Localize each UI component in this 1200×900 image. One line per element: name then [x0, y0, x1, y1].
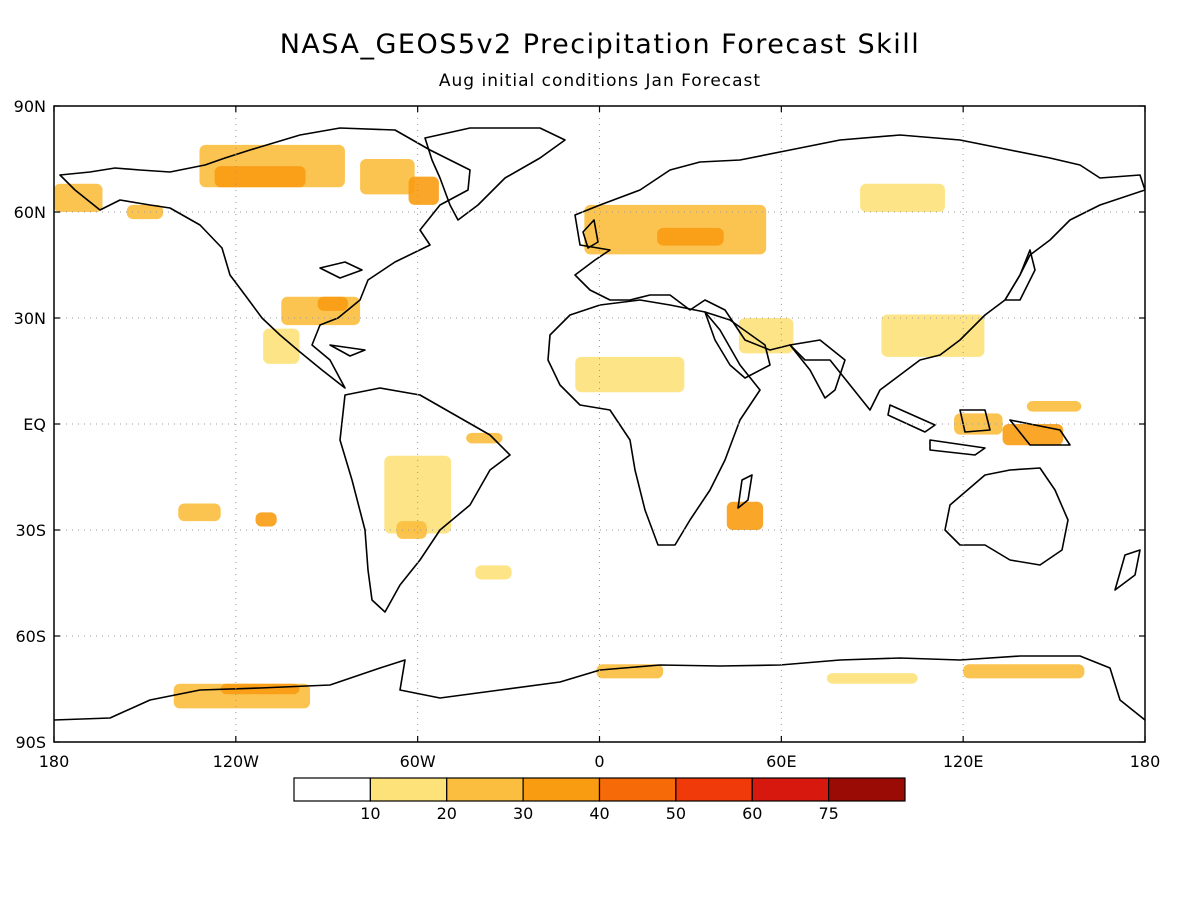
lat-tick-label: 90N	[14, 97, 46, 116]
skill-region-28	[963, 664, 1085, 679]
coastline-madagascar	[737, 474, 753, 509]
lon-tick-label: 180	[39, 752, 70, 771]
skill-region-20	[396, 521, 427, 539]
colorbar-label: 60	[742, 804, 762, 823]
colorbar-label: 75	[818, 804, 838, 823]
coastline-south-america	[339, 387, 511, 613]
coastline-new-zealand	[1114, 549, 1141, 591]
coastline-arabia	[704, 311, 771, 379]
skill-region-22	[178, 503, 221, 522]
coastline-greenland	[424, 127, 566, 221]
colorbar-bin-4	[598, 777, 677, 802]
lon-tick-label: 60E	[766, 752, 796, 771]
map-subtitle: Aug initial conditions Jan Forecast	[439, 71, 761, 91]
coastline-north-america	[59, 127, 471, 389]
skill-region-14	[881, 314, 985, 357]
lon-tick-label: 180	[1130, 752, 1161, 771]
map-title: NASA_GEOS5v2 Precipitation Forecast Skil…	[280, 29, 921, 60]
colorbar-bin-3	[522, 777, 601, 802]
lat-tick-label: 90S	[15, 733, 46, 752]
colorbar-bin-2	[446, 777, 524, 802]
colorbar-bin-5	[675, 777, 753, 802]
lon-tick-label: 60W	[400, 752, 436, 771]
coastline-africa	[547, 299, 761, 546]
skill-region-11	[860, 183, 945, 212]
skill-region-19	[384, 455, 452, 534]
colorbar-label: 40	[589, 804, 609, 823]
skill-region-2	[360, 159, 415, 195]
lon-tick-label: 0	[594, 752, 604, 771]
colorbar-bin-0	[293, 777, 371, 802]
colorbar-bin-1	[369, 777, 448, 802]
coastline-british-isles	[582, 219, 599, 249]
colorbar-label: 20	[437, 804, 457, 823]
skill-region-17	[1026, 401, 1082, 412]
skill-region-26	[596, 664, 664, 679]
colorbar-label: 50	[666, 804, 686, 823]
colorbar-label: 10	[360, 804, 380, 823]
skill-region-10	[657, 227, 724, 246]
coastline-japan	[1004, 249, 1036, 301]
lat-tick-label: 60N	[14, 203, 46, 222]
coastline-great-lakes	[319, 261, 363, 279]
graticule	[54, 106, 1145, 742]
colorbar-label: 30	[513, 804, 533, 823]
skill-region-18	[726, 501, 764, 530]
skill-region-8	[263, 328, 300, 364]
skill-region-27	[826, 673, 918, 684]
skill-shading-layer	[54, 144, 1085, 709]
coastline-indonesia	[887, 404, 1071, 456]
skill-region-29	[475, 565, 512, 580]
skill-region-21	[466, 432, 503, 444]
lat-tick-label: 30S	[15, 521, 46, 540]
skill-region-16	[1002, 424, 1064, 446]
colorbar-bin-6	[751, 777, 830, 802]
skill-region-7	[317, 296, 348, 311]
latitude-axis: 90N 60N 30N EQ 30S 60S 90S	[14, 97, 1145, 752]
skill-region-12	[575, 356, 685, 393]
longitude-axis: 180 120W 60W 0 60E 120E 180	[39, 106, 1161, 771]
coastline-eurasia	[574, 134, 1145, 411]
skill-region-1	[214, 166, 306, 188]
coastline-australia	[944, 467, 1069, 566]
skill-region-13	[738, 318, 794, 354]
skill-region-25	[220, 683, 300, 695]
lon-tick-label: 120W	[213, 752, 260, 771]
skill-region-4	[54, 183, 103, 212]
lon-tick-label: 120E	[943, 752, 984, 771]
skill-region-3	[408, 176, 439, 205]
colorbar-bin-7	[828, 777, 906, 802]
coastline-india	[789, 339, 846, 399]
lat-tick-label: EQ	[23, 415, 46, 434]
lat-tick-label: 60S	[15, 627, 46, 646]
colorbar: 10 20 30 40 50 60 75	[293, 777, 906, 823]
coastline-caribbean	[329, 344, 366, 357]
lat-tick-label: 30N	[14, 309, 46, 328]
skill-region-23	[255, 512, 277, 527]
